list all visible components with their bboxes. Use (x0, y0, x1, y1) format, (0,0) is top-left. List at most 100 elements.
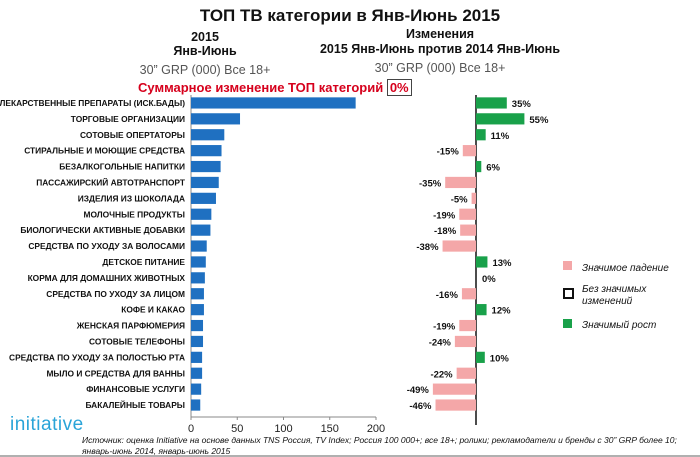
bottom-divider (0, 455, 700, 457)
category-label: ФИНАНСОВЫЕ УСЛУГИ (86, 384, 185, 394)
x-tick-label: 100 (274, 423, 292, 435)
change-label: -35% (419, 178, 442, 189)
category-label: ЛЕКАРСТВЕННЫЕ ПРЕПАРАТЫ (ИСК.БАДЫ) (0, 98, 185, 108)
change-bar-decline (445, 176, 476, 189)
left-header-year: 2015 (191, 30, 219, 44)
grp-bar (191, 176, 219, 189)
category-label: ТОРГОВЫЕ ОРГАНИЗАЦИИ (71, 114, 185, 124)
category-label: ИЗДЕЛИЯ ИЗ ШОКОЛАДА (78, 193, 185, 203)
grp-bar (191, 351, 203, 363)
grp-bar (191, 160, 221, 173)
change-label: -46% (409, 401, 432, 412)
change-bar-decline (435, 399, 476, 411)
x-tick-label: 0 (188, 423, 194, 435)
grp-bar (191, 113, 241, 125)
right-header-line2: 2015 Янв-Июнь против 2014 Янв-Июнь (319, 42, 561, 56)
summary-label: Суммарное изменение ТОП категорий (138, 80, 384, 95)
left-header-metric: 30” GRP (000) Все 18+ (139, 63, 271, 77)
category-label: ЖЕНСКАЯ ПАРФЮМЕРИЯ (76, 321, 185, 331)
category-label: КОФЕ И КАКАО (121, 305, 185, 315)
grp-bar (191, 224, 211, 236)
grp-bar (191, 256, 206, 268)
source-note: Источник: оценка Initiative на основе да… (82, 435, 677, 456)
change-bar-decline (471, 192, 476, 204)
change-label: -18% (434, 226, 457, 237)
change-bar-decline (459, 208, 476, 220)
category-label: КОРМА ДЛЯ ДОМАШНИХ ЖИВОТНЫХ (28, 273, 186, 283)
change-bar-growth (476, 113, 525, 125)
change-label: 0% (482, 274, 496, 285)
change-label: 6% (486, 163, 500, 174)
legend-decline-swatch (563, 261, 572, 270)
change-bar-growth (476, 351, 485, 363)
legend-no-change-label: Без значимых изменений (582, 284, 647, 307)
category-label: СРЕДСТВА ПО УХОДУ ЗА ПОЛОСТЬЮ РТА (9, 352, 185, 362)
grp-bar (191, 272, 205, 284)
category-label: БАКАЛЕЙНЫЕ ТОВАРЫ (85, 399, 185, 410)
legend-decline-label: Значимое падение (582, 263, 669, 274)
change-bar-growth (476, 97, 507, 109)
category-label: СРЕДСТВА ПО УХОДУ ЗА ВОЛОСАМИ (28, 241, 185, 251)
change-label: -19% (433, 322, 456, 333)
change-bar-growth (476, 160, 482, 173)
change-bar-growth (476, 304, 487, 316)
summary-change: Суммарное изменение ТОП категорий 0% (138, 79, 412, 96)
category-label: СРЕДСТВА ПО УХОДУ ЗА ЛИЦОМ (46, 289, 185, 299)
change-label: -24% (429, 337, 452, 348)
category-label: СОТОВЫЕ ОПЕРТАТОРЫ (80, 130, 185, 140)
change-bar-decline (462, 145, 476, 157)
summary-value: 0% (386, 79, 412, 96)
left-header-period: Янв-Июнь (173, 44, 237, 58)
change-bar-decline (459, 319, 476, 332)
category-label: МОЛОЧНЫЕ ПРОДУКТЫ (83, 209, 185, 219)
grp-bar (191, 383, 202, 395)
change-bar-growth (476, 256, 488, 268)
grp-bar (191, 240, 207, 252)
change-label: 13% (492, 258, 512, 269)
x-tick-label: 200 (367, 423, 385, 435)
x-tick-label: 50 (231, 423, 243, 435)
grp-bar (191, 192, 216, 204)
category-label: СТИРАЛЬНЫЕ И МОЮЩИЕ СРЕДСТВА (24, 146, 185, 156)
change-label: -5% (451, 194, 468, 205)
change-label: -22% (430, 369, 453, 380)
grp-bar (191, 399, 201, 411)
category-label: БЕЗАЛКОГОЛЬНЫЕ НАПИТКИ (59, 162, 185, 172)
change-label: -19% (433, 210, 456, 221)
grp-bar (191, 319, 204, 332)
chart-title: ТОП ТВ категории в Янв-Июнь 2015 (199, 6, 501, 25)
grp-bar (191, 367, 203, 379)
grp-bar (191, 208, 212, 220)
change-bar-decline (432, 383, 476, 395)
change-bar-decline (461, 288, 476, 300)
category-label: ПАССАЖИРСКИЙ АВТОТРАНСПОРТ (36, 176, 186, 187)
change-label: -16% (436, 290, 459, 301)
category-label: МЫЛО И СРЕДСТВА ДЛЯ ВАННЫ (46, 368, 185, 378)
change-label: -38% (416, 242, 439, 253)
grp-bar (191, 97, 356, 109)
grp-bar (191, 129, 225, 141)
change-label: 11% (491, 131, 510, 142)
change-bar-decline (454, 335, 476, 348)
change-label: 12% (492, 306, 512, 317)
category-label: СОТОВЫЕ ТЕЛЕФОНЫ (89, 336, 185, 346)
change-label: 35% (512, 99, 532, 110)
right-header-metric: 30” GRP (000) Все 18+ (374, 61, 506, 75)
legend-no-change-swatch (563, 288, 574, 299)
grp-bar (191, 335, 204, 348)
right-header-line1: Изменения (405, 27, 475, 41)
change-label: 55% (529, 115, 549, 126)
change-bar-decline (460, 224, 476, 236)
x-tick-label: 150 (321, 423, 339, 435)
change-label: -49% (407, 385, 430, 396)
legend-growth-swatch (563, 319, 572, 328)
change-bar-decline (456, 367, 476, 379)
grp-bar (191, 288, 204, 300)
grp-bar (191, 304, 204, 316)
change-bar-decline (442, 240, 476, 252)
initiative-logo: initiative (10, 414, 84, 435)
legend-growth-label: Значимый рост (582, 320, 657, 331)
change-label: 10% (490, 353, 510, 364)
category-label: БИОЛОГИЧЕСКИ АКТИВНЫЕ ДОБАВКИ (20, 225, 185, 235)
